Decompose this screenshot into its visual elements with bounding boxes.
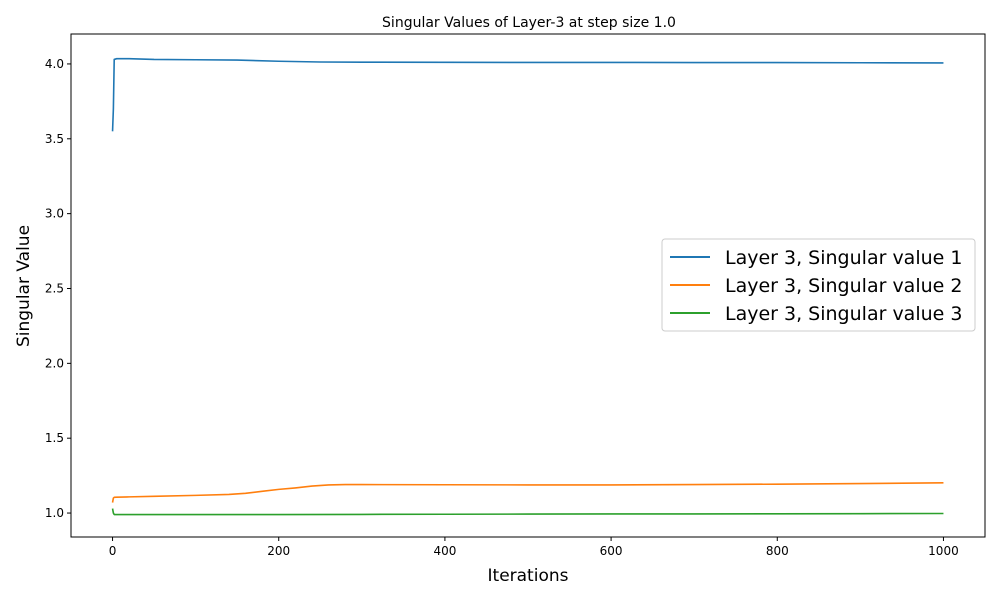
series-line-2 [111,482,944,503]
legend: Layer 3, Singular value 1 Layer 3, Singul… [661,238,976,332]
x-axis-label: Iterations [488,566,569,586]
legend-box [661,238,976,332]
x-tick-label: 600 [600,544,623,558]
plot-frame [70,33,986,538]
legend-label-3: Layer 3, Singular value 3 [725,303,962,325]
y-tick-label: 2.5 [45,281,64,295]
y-axis-label: Singular Value [14,225,34,347]
y-tick-label: 4.0 [45,57,64,71]
y-tick-label: 2.0 [45,356,64,370]
x-tick-label: 1000 [928,544,959,558]
chart-title: Singular Values of Layer-3 at step size … [382,15,676,31]
y-tick-label: 1.0 [45,506,64,520]
legend-label-1: Layer 3, Singular value 1 [725,247,962,269]
y-tick-label: 1.5 [45,431,64,445]
series-line-1 [111,57,944,132]
x-tick-label: 200 [267,544,290,558]
legend-label-2: Layer 3, Singular value 2 [725,275,962,297]
y-tick-label: 3.0 [45,207,64,221]
x-tick-label: 400 [433,544,456,558]
series-line-3 [111,508,944,516]
y-tick-label: 3.5 [45,132,64,146]
x-tick-label: 0 [109,544,117,558]
x-tick-label: 800 [766,544,789,558]
